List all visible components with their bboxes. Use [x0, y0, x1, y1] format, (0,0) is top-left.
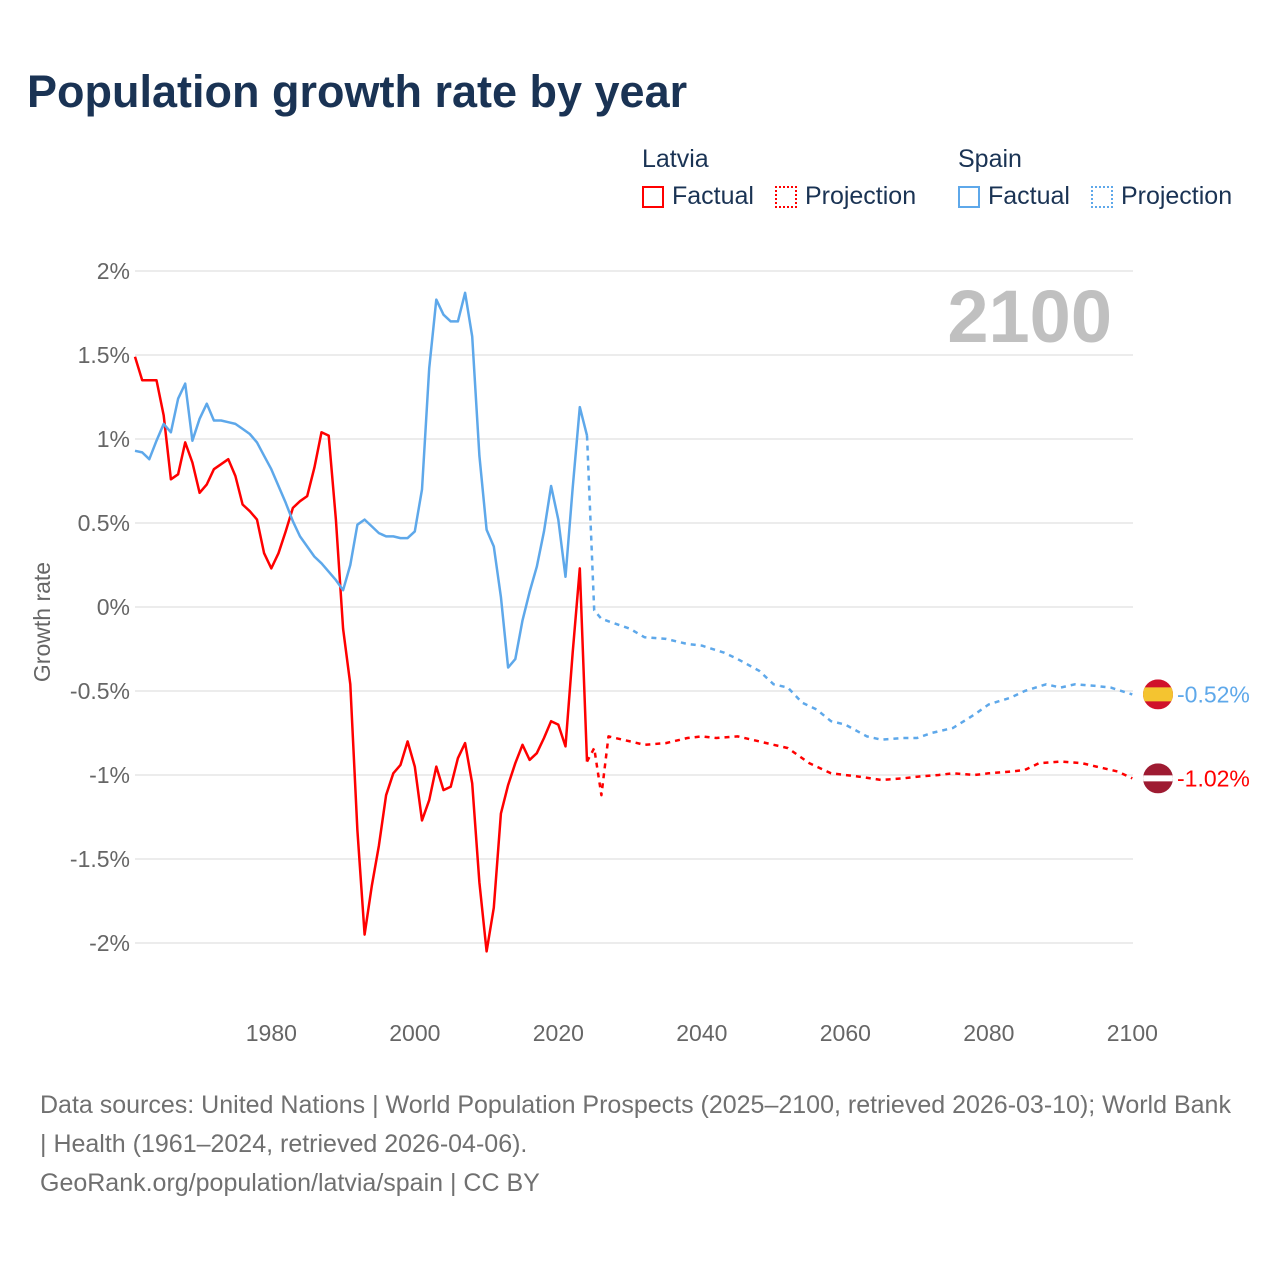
x-tick-label: 2080: [963, 1020, 1014, 1046]
x-tick-label: 2100: [1107, 1020, 1158, 1046]
legend-title-latvia: Latvia: [642, 145, 709, 173]
year-watermark: 2100: [947, 275, 1112, 358]
series-line-latvia-factual: [133, 356, 589, 953]
legend-label: Factual: [988, 182, 1070, 210]
x-tick-label: 2040: [676, 1020, 727, 1046]
legend-item-spain-factual[interactable]: Factual: [958, 182, 1070, 211]
y-tick-label: -2%: [89, 930, 130, 956]
x-tick-label: 1980: [246, 1020, 297, 1046]
legend-swatch: [958, 185, 980, 208]
y-tick-label: 2%: [97, 258, 130, 284]
spain-end-marker: -0.52%: [1143, 679, 1250, 710]
legend-swatch: [1090, 185, 1113, 208]
y-tick-label: -0.5%: [70, 678, 130, 704]
latvia-end-marker: -1.02%: [1143, 763, 1250, 794]
legend-item-spain-projection[interactable]: Projection: [1090, 182, 1233, 211]
chart-title: Population growth rate by year: [27, 66, 688, 117]
legend-item-latvia-factual[interactable]: Factual: [642, 182, 754, 211]
flag-stripe: [1143, 687, 1173, 702]
series-line-spain-factual: [134, 291, 589, 669]
y-tick-label: 1%: [97, 426, 130, 452]
legend-label: Factual: [672, 182, 754, 210]
legend-label: Projection: [1120, 182, 1233, 210]
flag-stripe: [1143, 775, 1173, 782]
x-tick-label: 2000: [389, 1020, 440, 1046]
series-line-spain-projection: [585, 435, 1133, 741]
legend-spain: Spain Factual Projection: [958, 145, 1246, 215]
footer: Data sources: United Nations | World Pop…: [40, 1086, 1240, 1203]
line-chart: 2% 1.5% 1% 0.5% 0% -0.5% -1% -1.5% -2% 1980 2000 20…: [29, 258, 1250, 1046]
legend-swatch: [642, 185, 664, 208]
legend-item-latvia-projection[interactable]: Projection: [774, 182, 917, 211]
y-tick-label: 0.5%: [78, 510, 130, 536]
end-value-label: -1.02%: [1177, 765, 1250, 791]
legend-label: Projection: [804, 182, 917, 210]
latvia-flag-icon: [1143, 763, 1173, 794]
legend-title-spain: Spain: [958, 145, 1022, 173]
attribution-link[interactable]: GeoRank.org/population/latvia/spain | CC…: [40, 1169, 540, 1197]
data-sources: Data sources: United Nations | World Pop…: [40, 1091, 1231, 1158]
y-tick-label: -1%: [89, 762, 130, 788]
end-value-label: -0.52%: [1177, 681, 1250, 707]
y-tick-label: 0%: [97, 594, 130, 620]
legend-latvia: Latvia Factual Projection: [642, 145, 930, 215]
series-line-latvia-projection: [585, 735, 1133, 797]
x-tick-label: 2020: [533, 1020, 584, 1046]
spain-flag-icon: [1143, 679, 1173, 710]
y-tick-label: -1.5%: [70, 846, 130, 872]
x-tick-label: 2060: [820, 1020, 871, 1046]
legend-swatch: [774, 185, 797, 208]
y-axis-label: Growth rate: [29, 562, 55, 682]
y-tick-label: 1.5%: [78, 342, 130, 368]
